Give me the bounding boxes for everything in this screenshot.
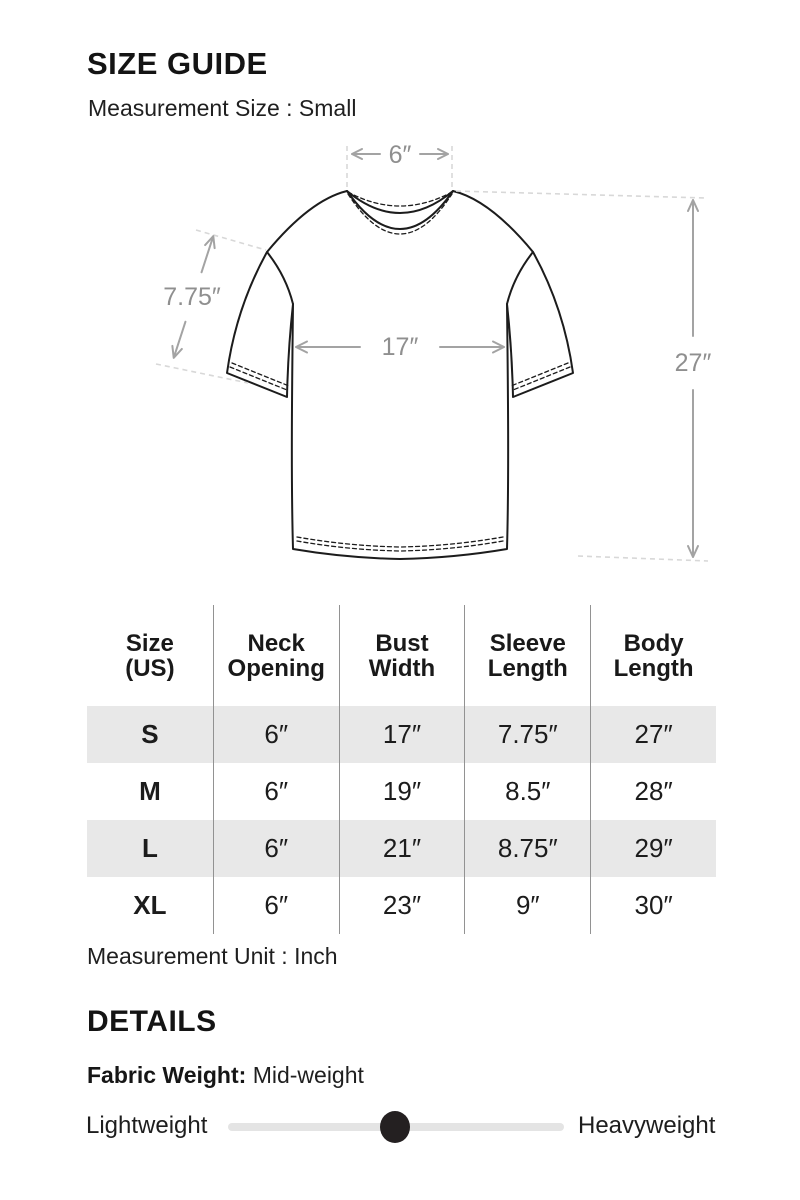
page-title: SIZE GUIDE — [87, 46, 268, 81]
bust-dimension-arrow — [295, 340, 505, 354]
cell-neck-opening: 6″ — [212, 877, 339, 934]
fabric-weight-line: Fabric Weight: Mid-weight — [87, 1062, 364, 1089]
cell-neck-opening: 6″ — [212, 820, 339, 877]
header-bust-line1: Bust — [375, 629, 429, 657]
header-bust-line2: Width — [368, 654, 436, 682]
table-row-s: S 6″ 17″ 7.75″ 27″ — [87, 706, 716, 763]
table-row-xl: XL 6″ 23″ 9″ 30″ — [87, 877, 716, 934]
measurement-unit-label: Measurement Unit : Inch — [87, 943, 338, 969]
header-sleeve-line1: Sleeve — [489, 629, 566, 657]
cell-sleeve-length: 8.75″ — [464, 820, 590, 877]
cell-body-length: 30″ — [590, 877, 716, 934]
header-neck-opening: Neck Opening — [212, 605, 339, 706]
measurement-size-label: Measurement Size : Small — [88, 95, 357, 121]
neck-opening-value: 6″ — [389, 141, 412, 169]
size-table: Size (US) Neck Opening Bust Width Sleeve… — [87, 605, 716, 934]
cell-bust-width: 19″ — [338, 763, 465, 820]
header-neck-line2: Opening — [227, 654, 325, 682]
tshirt-collar — [346, 190, 454, 235]
body-dimension-arrow — [687, 199, 699, 558]
table-row-m: M 6″ 19″ 8.5″ 28″ — [87, 763, 716, 820]
header-sleeve-length: Sleeve Length — [464, 605, 590, 706]
cell-size: S — [141, 719, 159, 749]
neck-dimension-arrow — [351, 148, 449, 160]
header-neck-line1: Neck — [247, 629, 305, 657]
tshirt-left-half — [226, 190, 401, 560]
cell-size: M — [139, 776, 161, 806]
tshirt-right-half — [399, 190, 574, 560]
cell-size: XL — [133, 890, 167, 920]
cell-body-length: 28″ — [590, 763, 716, 820]
cell-size: L — [141, 833, 158, 863]
cell-bust-width: 23″ — [338, 877, 465, 934]
header-size: Size (US) — [87, 605, 213, 706]
cell-body-length: 29″ — [590, 820, 716, 877]
cell-neck-opening: 6″ — [212, 706, 339, 763]
fabric-weight-slider-knob[interactable] — [380, 1111, 410, 1143]
cell-sleeve-length: 7.75″ — [464, 706, 590, 763]
header-body-line1: Body — [623, 629, 684, 657]
slider-label-heavyweight: Heavyweight — [578, 1112, 716, 1139]
header-body-line2: Length — [613, 654, 694, 682]
fabric-weight-value: Mid-weight — [252, 1062, 364, 1088]
tshirt-measurement-diagram: 6″ 7.75″ 17″ 27″ — [155, 141, 711, 562]
size-table-header-row: Size (US) Neck Opening Bust Width Sleeve… — [87, 605, 716, 706]
sleeve-length-value: 7.75″ — [163, 283, 221, 311]
tshirt-drawing — [226, 190, 574, 560]
body-length-value: 27″ — [675, 349, 712, 377]
header-body-length: Body Length — [590, 605, 716, 706]
sleeve-dimension-arrow — [171, 235, 216, 359]
cell-sleeve-length: 8.5″ — [464, 763, 590, 820]
header-size-line1: Size — [125, 629, 174, 657]
cell-sleeve-length: 9″ — [464, 877, 590, 934]
fabric-weight-label: Fabric Weight: — [87, 1062, 247, 1088]
bust-width-value: 17″ — [382, 333, 419, 361]
dimension-guide-lines — [155, 146, 709, 562]
dimension-labels: 6″ 7.75″ 17″ 27″ — [163, 141, 711, 377]
dimension-arrows — [171, 148, 699, 558]
stitching-left — [229, 362, 401, 552]
header-bust-width: Bust Width — [338, 605, 465, 706]
cell-neck-opening: 6″ — [212, 763, 339, 820]
cell-body-length: 27″ — [590, 706, 716, 763]
table-row-l: L 6″ 21″ 8.75″ 29″ — [87, 820, 716, 877]
cell-bust-width: 21″ — [338, 820, 465, 877]
details-title: DETAILS — [87, 1005, 217, 1038]
cell-bust-width: 17″ — [338, 706, 465, 763]
stitching-right — [399, 362, 571, 552]
header-sleeve-line2: Length — [487, 654, 568, 682]
slider-label-lightweight: Lightweight — [86, 1112, 208, 1139]
header-size-line2: (US) — [125, 654, 175, 682]
